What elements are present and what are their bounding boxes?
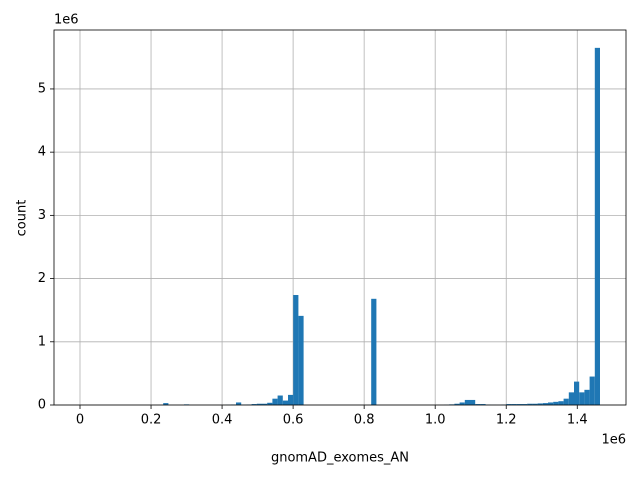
bar [563, 398, 569, 405]
y-tick-label: 5 [38, 81, 46, 96]
bar [277, 395, 283, 405]
bar [256, 403, 262, 405]
x-offset-label: 1e6 [601, 433, 626, 448]
bar [584, 389, 590, 405]
x-axis-label: gnomAD_exomes_AN [271, 451, 409, 466]
bar [470, 399, 476, 405]
bar [480, 404, 486, 405]
bar [262, 403, 268, 405]
bar [293, 295, 299, 405]
x-tick-label: 0.6 [283, 413, 304, 428]
bar [267, 402, 273, 405]
bar [532, 403, 538, 405]
y-tick-label: 3 [38, 208, 46, 223]
x-tick-label: 1.2 [496, 413, 517, 428]
bar [522, 404, 528, 405]
x-tick-label: 1.4 [567, 413, 588, 428]
bar [511, 404, 517, 405]
bar [568, 392, 574, 405]
bar [553, 401, 559, 405]
bar [594, 47, 600, 405]
bar [459, 402, 465, 405]
bar [589, 376, 595, 405]
y-tick-label: 1 [38, 334, 46, 349]
y-tick-label: 2 [38, 271, 46, 286]
y-tick-label: 0 [38, 398, 46, 413]
bar [288, 394, 294, 405]
bar [272, 398, 278, 405]
bar [579, 392, 585, 405]
bar [454, 403, 460, 405]
bar [371, 298, 377, 405]
bar [282, 400, 288, 405]
bar [542, 403, 548, 405]
x-tick-label: 0.2 [141, 413, 162, 428]
bar [475, 404, 481, 405]
bar [516, 404, 522, 405]
x-tick-label: 1.0 [425, 413, 446, 428]
x-tick-label: 0.8 [354, 413, 375, 428]
bar [506, 404, 512, 405]
bar [537, 403, 543, 405]
y-axis-label: count [15, 200, 30, 237]
bar [574, 381, 580, 405]
bar [298, 315, 304, 405]
bar [251, 404, 257, 405]
x-tick-label: 0.4 [212, 413, 233, 428]
bar [527, 403, 533, 405]
plot-frame [53, 29, 627, 406]
y-offset-label: 1e6 [54, 13, 79, 28]
bar [558, 401, 564, 405]
y-tick-label: 4 [38, 145, 46, 160]
bar [548, 402, 554, 405]
x-tick-label: 0 [76, 413, 84, 428]
bar [236, 402, 242, 405]
bar [163, 403, 169, 405]
bar [464, 399, 470, 405]
